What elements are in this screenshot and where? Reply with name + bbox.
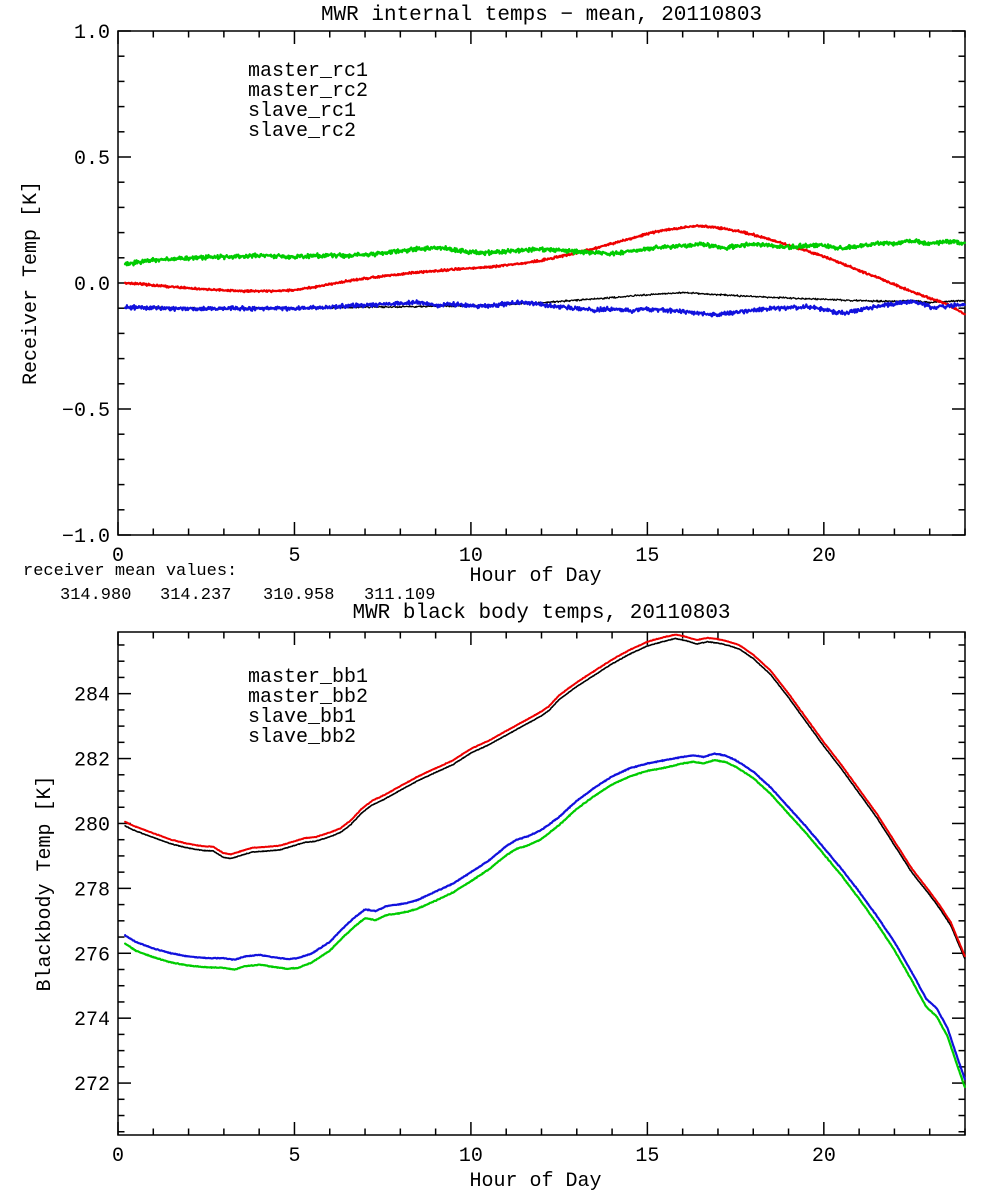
y-axis-label: Receiver Temp [K]	[20, 181, 43, 385]
x-tick-label: 0	[112, 545, 124, 568]
series-master_rc2	[124, 224, 966, 316]
series-slave_bb2	[124, 759, 966, 1089]
axis-ticks	[117, 632, 966, 1135]
legend-entry-slave_rc2: slave_rc2	[248, 120, 356, 143]
legend-entry-slave_rc1: slave_rc1	[248, 100, 356, 123]
x-tick-label: 20	[812, 545, 836, 568]
series-slave_rc1	[124, 299, 966, 318]
receiver-mean-value: 310.958	[263, 586, 334, 605]
series-slave_bb1	[124, 752, 966, 1081]
receiver-mean-values-label: receiver mean values:	[23, 562, 237, 581]
y-tick-label: 280	[74, 814, 110, 837]
y-tick-label: 0.5	[74, 148, 110, 171]
x-axis-label: Hour of Day	[469, 565, 601, 588]
plot-frame	[117, 30, 966, 536]
y-tick-label: −1.0	[62, 526, 110, 549]
y-tick-label: −0.5	[62, 400, 110, 423]
legend-entry-master_bb1: master_bb1	[248, 666, 368, 689]
x-tick-label: 15	[635, 1145, 659, 1168]
y-axis-label: Blackbody Temp [K]	[34, 775, 57, 991]
chart-title: MWR black body temps, 20110803	[352, 602, 730, 625]
y-tick-label: 278	[74, 879, 110, 902]
legend-entry-master_bb2: master_bb2	[248, 686, 368, 709]
x-tick-label: 20	[812, 1145, 836, 1168]
plot-frame	[117, 631, 966, 1136]
legend-entry-master_rc1: master_rc1	[248, 60, 368, 83]
y-tick-label: 284	[74, 685, 110, 708]
receiver-mean-value: 314.237	[160, 586, 231, 605]
series-slave_rc2	[123, 238, 966, 267]
legend-entry-slave_bb1: slave_bb1	[248, 706, 356, 729]
x-tick-label: 15	[635, 545, 659, 568]
series-master_bb1	[124, 637, 966, 960]
y-tick-label: 276	[74, 944, 110, 967]
y-tick-label: 274	[74, 1009, 110, 1032]
receiver-mean-value: 314.980	[60, 586, 131, 605]
series-group	[124, 633, 966, 1089]
receiver-mean-values: receiver mean values: 314.980 314.237 310.9…	[23, 562, 435, 605]
axis-ticks	[117, 30, 966, 536]
x-tick-label: 10	[459, 545, 483, 568]
y-tick-label: 272	[74, 1074, 110, 1097]
series-group	[123, 224, 966, 318]
series-master_bb2	[124, 633, 966, 958]
x-tick-label: 0	[112, 1145, 124, 1168]
x-tick-label: 5	[288, 545, 300, 568]
panel-blackbody: 0 5 10 15 20 272 274 276 278 280 282 284 MWR black b…	[34, 602, 966, 1193]
x-axis-label: Hour of Day	[469, 1170, 601, 1193]
chart-title: MWR internal temps − mean, 20110803	[321, 4, 762, 27]
receiver-mean-value: 311.109	[364, 586, 435, 605]
legend-entry-master_rc2: master_rc2	[248, 80, 368, 103]
y-tick-label: 0.0	[74, 274, 110, 297]
x-tick-label: 5	[288, 1145, 300, 1168]
y-tick-label: 1.0	[74, 22, 110, 45]
y-tick-label: 282	[74, 750, 110, 773]
panel-receiver: 0 5 10 15 20 −1.0 −0.5 0.0 0.5 1.0 MWR internal te…	[20, 4, 966, 588]
legend-entry-slave_bb2: slave_bb2	[248, 726, 356, 749]
x-tick-label: 10	[459, 1145, 483, 1168]
